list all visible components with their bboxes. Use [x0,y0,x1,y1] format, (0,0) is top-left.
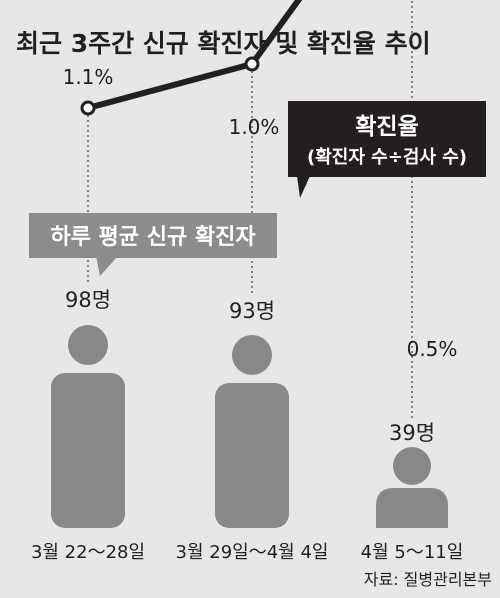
rate-label: 1.1% [63,65,114,89]
rate-marker [244,56,260,72]
source-note: 자료: 질병관리본부 [364,570,492,589]
rate-callout: 확진율 (확진자 수÷검사 수) [288,101,486,198]
x-axis-labels: 3월 22～28일 3월 29일～4월 4일 4월 5～11일 [31,542,463,563]
x-tick-label: 3월 29일～4월 4일 [176,542,329,563]
rate-marker [80,100,96,116]
person-figures [51,325,448,528]
value-labels: 1.1% 1.0% 0.5% 98명 93명 39명 [63,65,458,445]
case-label: 98명 [65,288,111,312]
person-head [68,325,108,365]
person-head [393,447,431,485]
rate-series [80,0,303,116]
chart-title: 최근 3주간 신규 확진자 및 확진율 추이 [16,29,431,58]
case-label: 39명 [389,421,435,445]
person-body [215,383,289,528]
cases-callout-title: 하루 평균 신규 확진자 [50,225,256,250]
cases-callout: 하루 평균 신규 확진자 [29,213,277,276]
person-figure [51,325,125,528]
rate-callout-title: 확진율 [355,114,418,140]
rate-label: 0.5% [407,337,458,361]
x-tick-label: 3월 22～28일 [31,542,145,563]
person-body [376,488,448,528]
case-label: 93명 [229,299,275,323]
rate-label: 1.0% [229,115,280,139]
person-figure [215,335,289,528]
rate-callout-subtitle: (확진자 수÷검사 수) [307,147,467,168]
person-figure [376,447,448,528]
person-body [51,373,125,528]
person-head [232,335,272,375]
x-tick-label: 4월 5～11일 [361,542,464,563]
